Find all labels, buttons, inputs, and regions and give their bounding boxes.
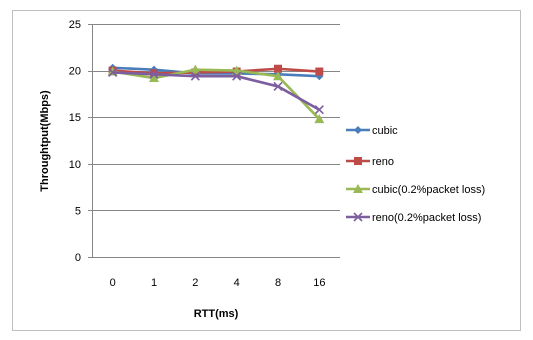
data-point-square xyxy=(274,64,282,73)
x-tick-label: 8 xyxy=(275,277,281,289)
data-point-x xyxy=(353,212,363,222)
data-point-square xyxy=(354,157,362,165)
data-point-x xyxy=(314,105,324,115)
x-tick-label: 16 xyxy=(313,277,325,289)
x-axis-title: RTT(ms) xyxy=(194,308,239,320)
legend-label: reno(0.2%packet loss) xyxy=(372,212,481,224)
chart-area-border xyxy=(12,10,521,331)
series xyxy=(107,63,325,124)
y-tick-label: 20 xyxy=(69,66,81,78)
data-point-x xyxy=(149,69,159,79)
series-line xyxy=(112,66,320,78)
x-tick-label: 4 xyxy=(234,277,240,289)
data-point-x xyxy=(273,81,283,92)
data-point-diamond xyxy=(354,126,362,134)
data-point-triangle xyxy=(314,114,325,124)
legend-item: cubic(0.2%packet loss) xyxy=(346,184,485,196)
legend-label: cubic xyxy=(372,125,398,137)
gridlines xyxy=(88,24,340,258)
axes xyxy=(92,24,340,258)
data-point-x xyxy=(232,71,242,81)
x-tick-label: 0 xyxy=(110,277,116,289)
legend-label: reno xyxy=(372,156,394,168)
x-tick-labels: 0 1 2 4 8 16 xyxy=(110,277,326,289)
data-point-square xyxy=(315,67,324,76)
x-tick-label: 1 xyxy=(151,277,157,289)
data-point-triangle xyxy=(149,73,159,83)
legend-item: reno xyxy=(346,156,394,168)
data-point-triangle xyxy=(190,64,201,74)
legend-item: cubic xyxy=(346,125,398,137)
data-point-x xyxy=(108,67,118,78)
data-point-triangle xyxy=(231,65,242,75)
y-tick-label: 15 xyxy=(69,112,81,124)
y-tick-label: 10 xyxy=(69,159,81,171)
legend-item: reno(0.2%packet loss) xyxy=(346,212,481,224)
legend: cubic reno cubic(0.2%packet loss) reno(0.2%… xyxy=(346,125,485,224)
series-line xyxy=(112,71,320,111)
y-axis-title: Throughtput(Mbps) xyxy=(39,90,51,192)
y-tick-labels: 0 5 10 15 20 25 xyxy=(69,19,81,264)
legend-label: cubic(0.2%packet loss) xyxy=(372,184,485,196)
x-tick-label: 2 xyxy=(192,277,198,289)
series-line xyxy=(112,68,321,120)
data-point-x xyxy=(190,71,200,81)
y-tick-label: 25 xyxy=(69,19,81,31)
data-point-triangle xyxy=(273,71,283,81)
y-tick-label: 5 xyxy=(75,205,81,217)
data-point-triangle xyxy=(353,184,363,193)
y-tick-label: 0 xyxy=(75,252,81,264)
series-3 xyxy=(108,67,324,115)
